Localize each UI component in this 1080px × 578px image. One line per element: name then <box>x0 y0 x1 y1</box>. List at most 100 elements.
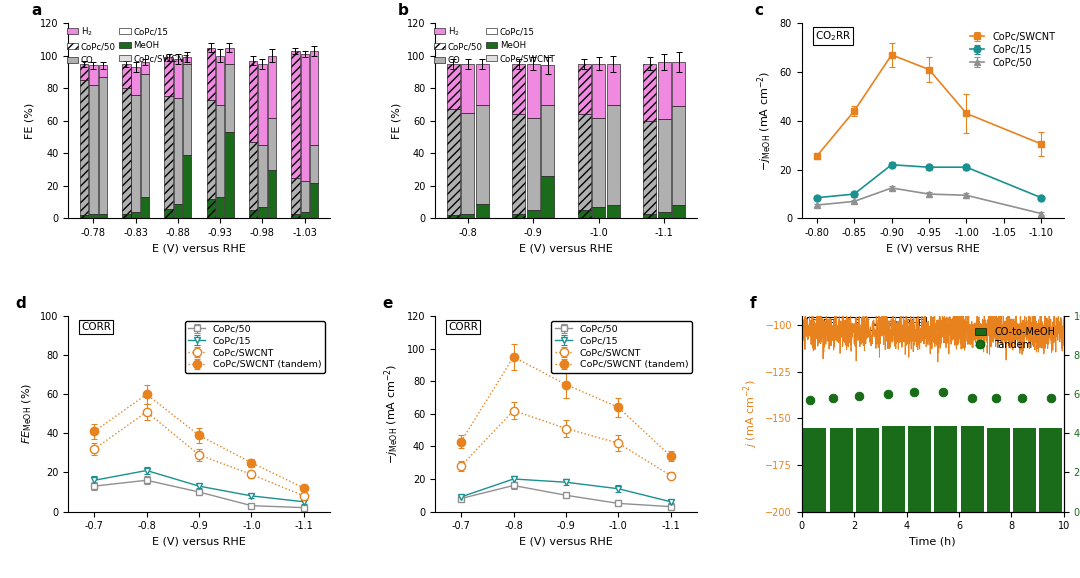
Point <box>879 390 896 399</box>
Bar <box>987 428 1010 512</box>
Bar <box>512 64 525 114</box>
X-axis label: E (V) versus RHE: E (V) versus RHE <box>519 244 612 254</box>
Text: e: e <box>382 297 393 312</box>
Legend: CoPc/50, CoPc/15, CoPc/SWCNT, CoPc/SWCNT (tandem): CoPc/50, CoPc/15, CoPc/SWCNT, CoPc/SWCNT… <box>552 321 692 373</box>
Text: b: b <box>399 3 409 18</box>
Bar <box>90 214 97 218</box>
Bar <box>592 117 605 207</box>
Text: d: d <box>15 297 26 312</box>
Bar <box>90 65 97 85</box>
Point <box>1013 394 1030 403</box>
Bar <box>578 114 591 210</box>
X-axis label: Time (h): Time (h) <box>909 537 956 547</box>
Bar <box>226 47 233 64</box>
Bar <box>607 205 620 218</box>
Bar <box>644 64 657 121</box>
Bar <box>206 99 215 199</box>
Bar <box>164 209 173 218</box>
Point <box>906 388 923 397</box>
Y-axis label: $j$ (mA cm$^{-2}$): $j$ (mA cm$^{-2}$) <box>741 380 759 448</box>
Bar <box>183 155 191 218</box>
Bar <box>672 106 685 205</box>
X-axis label: E (V) versus RHE: E (V) versus RHE <box>152 537 246 547</box>
Bar <box>300 181 309 212</box>
Y-axis label: FE (%): FE (%) <box>24 103 35 139</box>
Bar <box>122 214 131 218</box>
Legend: CoPc/SWCNT, CoPc/15, CoPc/50: CoPc/SWCNT, CoPc/15, CoPc/50 <box>966 28 1058 72</box>
Bar <box>206 199 215 218</box>
Bar <box>183 64 191 155</box>
Bar <box>98 214 107 218</box>
Bar <box>461 64 474 113</box>
Bar <box>98 65 107 77</box>
Bar <box>292 214 299 218</box>
Bar <box>658 119 671 212</box>
Bar <box>164 97 173 209</box>
Bar <box>140 197 149 218</box>
Bar <box>461 214 474 218</box>
Bar <box>447 64 460 109</box>
Point <box>963 394 981 403</box>
X-axis label: E (V) versus RHE: E (V) versus RHE <box>886 244 980 254</box>
Bar <box>216 55 225 105</box>
Bar <box>512 214 525 218</box>
Bar <box>300 212 309 218</box>
Bar <box>258 145 267 207</box>
Bar <box>644 121 657 214</box>
Bar <box>292 51 299 178</box>
Text: f: f <box>750 297 756 312</box>
Legend: H$_2$, CoPc/50, CO, CoPc/15, MeOH, CoPc/SWCNT: H$_2$, CoPc/50, CO, CoPc/15, MeOH, CoPc/… <box>434 25 556 65</box>
Bar <box>934 425 957 512</box>
Bar <box>90 85 97 214</box>
Bar <box>541 176 554 218</box>
Point <box>1042 394 1059 403</box>
Bar <box>216 197 225 218</box>
Bar <box>310 51 319 145</box>
Bar <box>140 73 149 197</box>
Point <box>987 394 1004 403</box>
Bar <box>672 205 685 218</box>
Bar <box>140 62 149 73</box>
Bar <box>268 55 275 117</box>
Bar <box>527 210 540 218</box>
Legend: CoPc/50, CoPc/15, CoPc/SWCNT, CoPc/SWCNT (tandem): CoPc/50, CoPc/15, CoPc/SWCNT, CoPc/SWCNT… <box>185 321 325 373</box>
Bar <box>164 57 173 97</box>
Bar <box>855 428 879 512</box>
Text: c: c <box>755 3 764 18</box>
Point <box>801 395 819 405</box>
Bar <box>672 62 685 106</box>
Y-axis label: $-j_\mathregular{MeOH}$ (mA cm$^{-2}$): $-j_\mathregular{MeOH}$ (mA cm$^{-2}$) <box>756 71 774 171</box>
Bar <box>249 61 257 142</box>
Bar <box>1039 428 1063 512</box>
Bar <box>132 212 140 218</box>
Bar <box>80 64 89 80</box>
Bar <box>658 62 671 119</box>
Bar <box>578 64 591 114</box>
Point <box>851 392 868 401</box>
Bar <box>475 105 488 204</box>
Bar <box>249 142 257 210</box>
Bar <box>226 132 233 218</box>
Bar <box>658 212 671 218</box>
Bar <box>98 77 107 214</box>
Bar <box>804 428 826 512</box>
Bar <box>607 105 620 205</box>
Bar <box>80 80 89 215</box>
Text: CORR: CORR <box>81 322 111 332</box>
Bar <box>183 57 191 64</box>
Point <box>824 394 841 403</box>
Legend: CO-to-MeOH, Tandem: CO-to-MeOH, Tandem <box>971 323 1058 354</box>
Bar <box>226 64 233 132</box>
Bar <box>512 114 525 214</box>
Bar <box>249 210 257 218</box>
Bar <box>475 64 488 105</box>
Bar <box>258 64 267 145</box>
Bar <box>960 425 984 512</box>
Bar <box>527 64 540 117</box>
Text: a: a <box>31 3 42 18</box>
Bar <box>206 47 215 99</box>
Bar <box>908 425 931 512</box>
Y-axis label: FE (%): FE (%) <box>391 103 401 139</box>
Bar <box>310 145 319 183</box>
Bar <box>174 98 183 204</box>
